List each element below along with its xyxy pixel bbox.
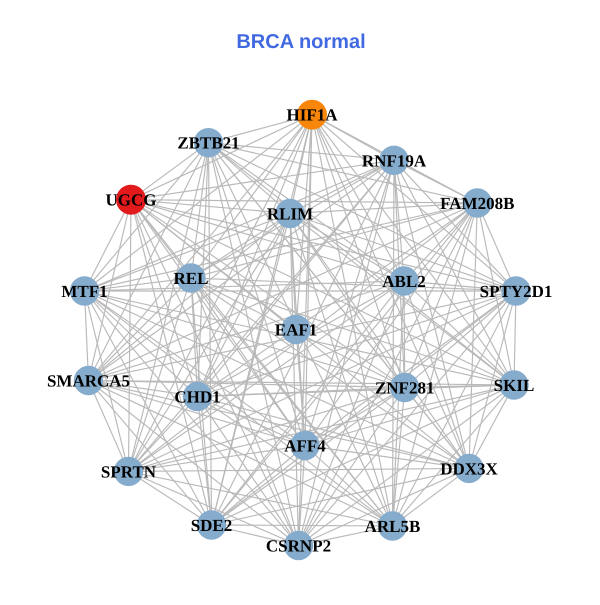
svg-text:ZBTB21: ZBTB21 bbox=[177, 134, 239, 153]
svg-text:RNF19A: RNF19A bbox=[362, 151, 427, 170]
svg-text:CHD1: CHD1 bbox=[174, 388, 220, 407]
svg-text:CSRNP2: CSRNP2 bbox=[266, 537, 331, 556]
svg-text:SKIL: SKIL bbox=[494, 376, 535, 395]
svg-text:ABL2: ABL2 bbox=[382, 272, 425, 291]
svg-text:FAM208B: FAM208B bbox=[440, 194, 514, 213]
svg-text:ARL5B: ARL5B bbox=[365, 517, 421, 536]
svg-text:SPTY2D1: SPTY2D1 bbox=[480, 282, 553, 301]
svg-text:BRCA normal: BRCA normal bbox=[236, 31, 365, 53]
svg-text:UGCG: UGCG bbox=[106, 191, 157, 210]
svg-text:RLIM: RLIM bbox=[267, 205, 313, 224]
svg-text:SMARCA5: SMARCA5 bbox=[47, 372, 130, 391]
svg-text:MTF1: MTF1 bbox=[61, 282, 107, 301]
svg-text:DDX3X: DDX3X bbox=[440, 459, 498, 478]
svg-text:ZNF281: ZNF281 bbox=[375, 379, 435, 398]
svg-text:SDE2: SDE2 bbox=[191, 516, 233, 535]
svg-text:SPRTN: SPRTN bbox=[101, 462, 157, 481]
svg-text:HIF1A: HIF1A bbox=[287, 106, 339, 125]
svg-text:AFF4: AFF4 bbox=[284, 437, 326, 456]
svg-text:EAF1: EAF1 bbox=[275, 321, 318, 340]
svg-text:REL: REL bbox=[174, 269, 209, 288]
